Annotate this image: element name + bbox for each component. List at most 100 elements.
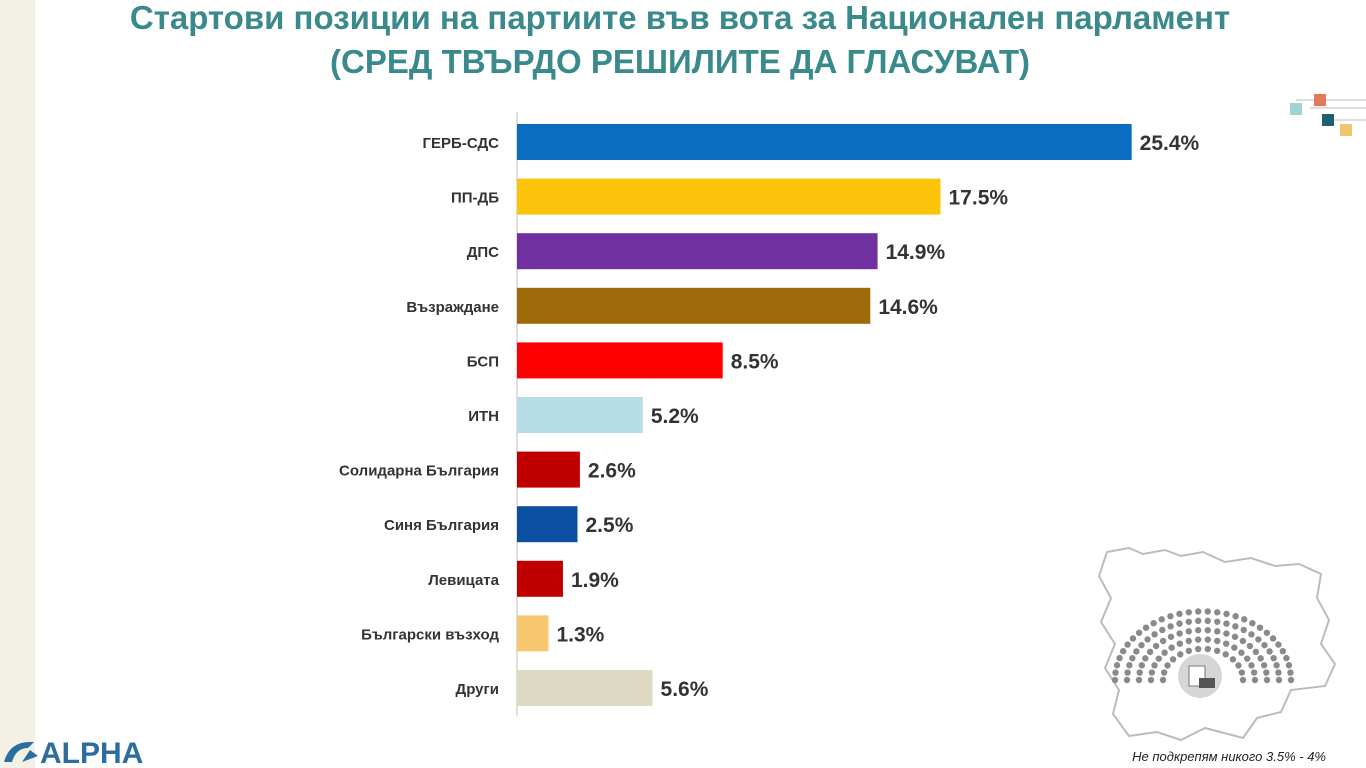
category-label: ГЕРБ-СДС [423,135,500,152]
seat-dot [1148,669,1156,676]
seat-dot [1249,619,1256,627]
seat-dot [1129,654,1136,662]
bar [517,233,878,270]
seat-dot [1169,656,1177,663]
seat-dot [1195,636,1202,643]
seat-dot [1113,662,1121,669]
seat-dot [1246,642,1254,650]
seat-dot [1263,629,1271,636]
seat-dot [1283,654,1290,662]
seat-dot [1222,640,1230,647]
seat-dot [1250,669,1258,676]
seat-dot [1239,676,1247,684]
seat-dot [1176,620,1183,627]
seat-dot [1214,609,1221,616]
bar [517,506,578,543]
seat-dot [1232,623,1239,630]
seat-dot [1269,635,1277,642]
value-label: 25.4% [1140,132,1200,155]
seat-dot [1223,620,1230,627]
seat-dot [1257,655,1264,662]
seat-dot [1204,617,1211,625]
seat-dot [1214,618,1221,625]
seat-dot [1185,628,1192,635]
seat-dot [1213,647,1221,655]
value-label: 17.5% [949,187,1009,210]
seat-dot [1176,610,1183,618]
seat-dot [1159,676,1167,684]
seat-dot [1177,651,1184,658]
seat-dot [1239,637,1247,645]
seat-dot [1167,613,1174,620]
seat-dot [1214,628,1221,635]
seat-dot [1158,616,1165,623]
bar [517,560,563,597]
seat-dot [1150,619,1157,627]
seat-dot [1204,608,1211,615]
seat-dot [1263,669,1270,676]
seat-dot [1194,645,1202,653]
footnote-none-support: Не подкрепям никого 3.5% - 4% [1132,749,1326,764]
seat-dot [1147,676,1155,684]
seat-dot [1285,662,1293,669]
value-label: 5.2% [651,405,699,428]
seat-dot [1136,669,1143,676]
value-label: 2.5% [586,514,634,537]
seat-dot [1248,631,1255,638]
seat-dot [1261,641,1268,649]
category-label: Синя България [384,517,499,534]
seat-dot [1238,649,1245,656]
seat-dot [1256,624,1264,631]
seat-dot [1167,633,1175,640]
seat-dot [1144,636,1151,643]
seat-dot [1161,649,1168,656]
seat-dot [1204,645,1212,653]
chart-title-line-1: Стартови позиции на партиите във вота за… [129,0,1231,36]
seat-dot [1195,627,1202,634]
seat-dot [1111,676,1119,684]
bar [517,670,653,706]
seat-dot [1123,676,1131,684]
category-label: Български възход [361,626,499,643]
bar [517,397,643,433]
seat-dot [1260,662,1268,669]
category-label: Левицата [428,572,499,589]
seat-dot [1238,669,1246,676]
bar [517,178,941,215]
bar [517,615,549,652]
seat-dot [1135,629,1143,636]
seat-dot [1275,676,1283,684]
seat-dot [1133,648,1140,655]
seat-dot [1159,637,1167,645]
seat-dot [1214,637,1221,645]
left-decorative-strip [0,0,35,768]
seat-dot [1251,676,1259,684]
seat-dot [1152,642,1160,650]
seat-dot [1266,648,1273,655]
seat-dot [1255,636,1262,643]
seat-dot [1252,648,1260,656]
seat-dot [1232,613,1239,620]
seat-dot [1151,662,1158,669]
seat-dot [1124,669,1131,676]
value-label: 1.3% [556,623,604,646]
seat-dot [1142,624,1150,631]
seat-dot [1164,662,1171,669]
seat-dot [1235,662,1242,669]
seat-dot [1176,640,1184,647]
seat-dot [1160,669,1168,676]
category-label: ДПС [467,244,499,261]
seat-dot [1135,676,1143,684]
category-label: Солидарна България [339,463,499,480]
category-label: БСП [467,353,499,370]
seat-dot [1275,669,1282,676]
category-label: Други [456,681,499,698]
seat-dot [1229,656,1237,663]
seat-dot [1223,610,1230,618]
seat-dot [1185,647,1193,655]
seat-dot [1129,635,1137,642]
value-label: 2.6% [588,460,636,483]
category-label: Възраждане [406,299,499,316]
seat-dot [1244,655,1251,662]
